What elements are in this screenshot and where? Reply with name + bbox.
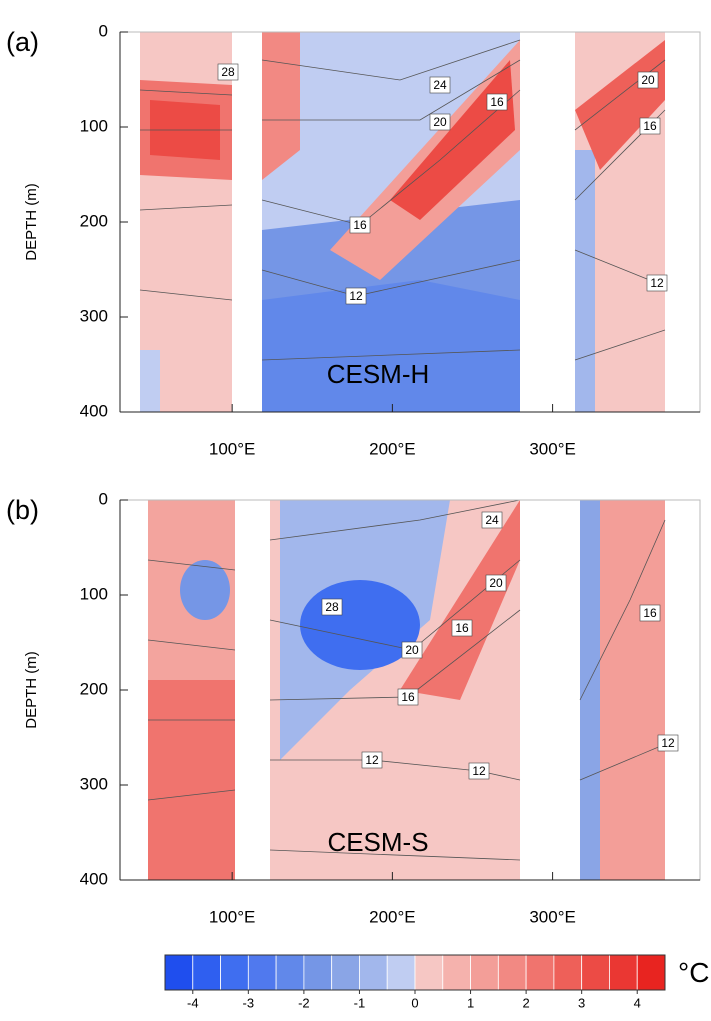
colorbar-box xyxy=(581,954,610,991)
colorbar-box xyxy=(470,954,499,991)
contour-label: 16 xyxy=(353,218,367,232)
colorbar-tick-label: -2 xyxy=(298,995,310,1010)
y-tick-label: 0 xyxy=(99,489,108,508)
contour-label-box xyxy=(321,598,343,616)
x-tick-label: 100°E xyxy=(209,439,256,458)
colorbar-box xyxy=(275,954,305,991)
panel-label: (a) xyxy=(6,27,39,57)
colorbar-unit: °C xyxy=(678,957,709,988)
x-tick-label: 200°E xyxy=(369,907,416,926)
contour-label-box xyxy=(349,216,371,234)
annotation: CESM-H xyxy=(327,359,430,389)
colorbar-tick-label: 0 xyxy=(411,995,418,1010)
y-tick-label: 0 xyxy=(99,21,108,40)
colorbar-box xyxy=(609,954,638,991)
contour-label-box xyxy=(481,511,503,529)
contour-label: 16 xyxy=(455,621,469,635)
contour-label-box xyxy=(345,287,367,305)
x-tick-label: 300°E xyxy=(529,907,576,926)
field-a xyxy=(139,32,666,412)
x-tick-label: 300°E xyxy=(529,439,576,458)
y-tick-label: 300 xyxy=(80,774,108,793)
colorbar-tick-label: 3 xyxy=(578,995,585,1010)
contour-label: 16 xyxy=(643,119,657,133)
contour-label-box xyxy=(397,688,419,706)
contour-label: 28 xyxy=(221,65,235,79)
contour-label: 12 xyxy=(472,764,486,778)
colorbar-tick-label: 1 xyxy=(467,995,474,1010)
y-tick-label: 400 xyxy=(80,401,108,420)
colorbar-box xyxy=(220,954,249,991)
contour-label: 24 xyxy=(433,78,447,92)
contour-label: 16 xyxy=(643,606,657,620)
colorbar-box xyxy=(636,954,666,991)
contour-label: 20 xyxy=(489,576,503,590)
contour-label-box xyxy=(429,113,451,131)
colorbar-box xyxy=(497,954,527,991)
colorbar-box xyxy=(164,954,194,991)
colorbar-box xyxy=(303,954,333,991)
colorbar-tick-label: 4 xyxy=(634,995,641,1010)
annotation: CESM-S xyxy=(327,827,428,857)
colorbar-box xyxy=(192,954,221,991)
contour-label-box xyxy=(361,751,383,769)
contour-label: 16 xyxy=(490,95,504,109)
contour-label-box xyxy=(451,619,473,637)
contour-label: 12 xyxy=(349,289,363,303)
colorbar-box xyxy=(247,954,277,991)
y-tick-label: 400 xyxy=(80,869,108,888)
contour-label-box xyxy=(639,604,661,622)
contour-label-box xyxy=(486,93,508,111)
contour-label-box xyxy=(657,734,679,752)
colorbar-box xyxy=(386,954,416,991)
contour-label: 28 xyxy=(325,600,339,614)
contour-label-box xyxy=(646,274,668,292)
y-tick-label: 200 xyxy=(80,211,108,230)
colorbar-box xyxy=(359,954,388,991)
contour-label-box xyxy=(637,71,659,89)
colorbar-box xyxy=(331,954,360,991)
colorbar-tick-label: -3 xyxy=(243,995,255,1010)
contour-label: 12 xyxy=(661,736,675,750)
colorbar: -4 -3 -2 -1 0 1 2 3 4 °C xyxy=(164,954,709,1010)
x-tick-label: 200°E xyxy=(369,439,416,458)
contour-label: 24 xyxy=(485,513,499,527)
y-axis-label: DEPTH (m) xyxy=(23,651,40,729)
contour-label-box xyxy=(401,641,423,659)
colorbar-box xyxy=(553,954,583,991)
y-tick-label: 100 xyxy=(80,116,108,135)
y-tick-label: 300 xyxy=(80,306,108,325)
colorbar-box xyxy=(525,954,555,991)
contour-label: 12 xyxy=(650,276,664,290)
contour-label: 12 xyxy=(365,753,379,767)
x-tick-label: 100°E xyxy=(209,907,256,926)
field-b xyxy=(147,499,669,880)
contour-label-box xyxy=(468,762,490,780)
colorbar-box xyxy=(414,954,444,991)
colorbar-tick-label: -1 xyxy=(354,995,366,1010)
y-axis-label: DEPTH (m) xyxy=(23,183,40,261)
y-tick-label: 100 xyxy=(80,584,108,603)
contour-label-box xyxy=(217,63,239,81)
y-tick-label: 200 xyxy=(80,679,108,698)
contour-label: 20 xyxy=(433,115,447,129)
colorbar-box xyxy=(442,954,471,991)
colorbar-tick-label: 2 xyxy=(522,995,529,1010)
contour-label: 20 xyxy=(405,643,419,657)
contour-label: 20 xyxy=(641,73,655,87)
contour-label: 16 xyxy=(401,690,415,704)
colorbar-tick-label: -4 xyxy=(187,995,199,1010)
contour-label-box xyxy=(485,574,507,592)
contour-label-box xyxy=(429,76,451,94)
panel-label: (b) xyxy=(6,495,39,525)
contour-label-box xyxy=(639,117,661,135)
